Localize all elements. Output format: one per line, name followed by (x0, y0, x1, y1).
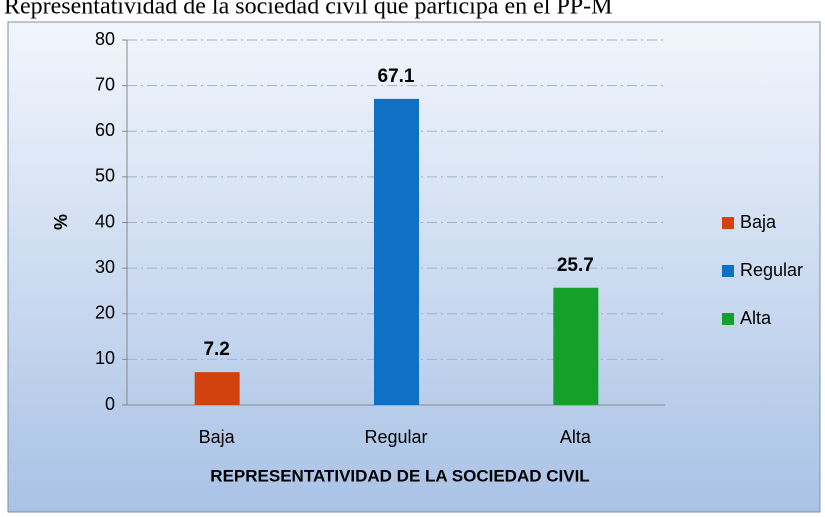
legend-label: Regular (740, 260, 803, 280)
bar (553, 287, 599, 405)
data-label: 67.1 (378, 66, 415, 87)
legend-label: Baja (740, 212, 777, 232)
legend-swatch (722, 265, 734, 277)
x-axis-label: REPRESENTATIVIDAD DE LA SOCIEDAD CIVIL (210, 466, 589, 485)
chart-title: Representatividad de la sociedad civil q… (4, 0, 612, 20)
legend-swatch (722, 217, 734, 229)
x-tick-label: Regular (364, 427, 427, 447)
data-label: 7.2 (203, 339, 229, 360)
legend-swatch (722, 313, 734, 325)
y-tick-label: 20 (95, 303, 115, 323)
bar (374, 98, 419, 405)
y-tick-label: 80 (95, 29, 115, 49)
y-tick-label: 40 (95, 211, 115, 231)
y-tick-label: 30 (95, 257, 115, 277)
legend-label: Alta (740, 308, 772, 328)
y-tick-label: 60 (95, 120, 115, 140)
y-axis-label: % (51, 214, 71, 230)
x-tick-label: Baja (199, 427, 236, 447)
bar (194, 372, 240, 405)
y-tick-label: 10 (95, 348, 115, 368)
y-tick-label: 50 (95, 166, 115, 186)
y-tick-label: 0 (105, 394, 115, 414)
data-label: 25.7 (557, 255, 594, 276)
y-tick-label: 70 (95, 74, 115, 94)
x-tick-label: Alta (560, 427, 592, 447)
